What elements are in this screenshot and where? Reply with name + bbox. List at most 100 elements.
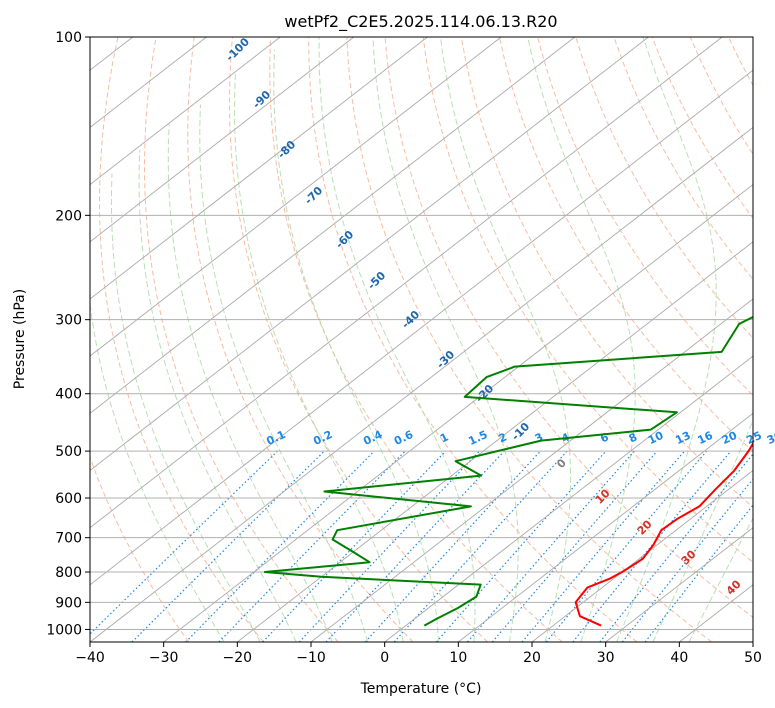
x-tick-label: 50 <box>744 650 762 666</box>
dry-adiabat-line <box>613 37 753 280</box>
isotherm-line <box>90 37 576 414</box>
dry-adiabat-line <box>90 455 190 642</box>
x-tick-label: −20 <box>223 650 253 666</box>
isotherm-label: 10 <box>593 486 613 506</box>
dry-adiabat-line <box>346 37 713 642</box>
y-tick-label: 300 <box>55 313 82 329</box>
moist-adiabat-line <box>318 37 476 642</box>
isotherm-label: -30 <box>434 348 457 371</box>
moist-adiabat-line <box>90 300 225 642</box>
moist-adiabat-line <box>440 37 572 642</box>
isotherm-line <box>90 37 355 243</box>
isotherm-line <box>90 37 428 300</box>
isotherm-line <box>605 527 753 642</box>
mixing-ratio-line <box>467 450 635 642</box>
mixing-ratio-label: 3 <box>533 430 545 445</box>
mixing-ratio-line <box>298 450 480 642</box>
isotherm-label: -40 <box>399 308 422 331</box>
dry-adiabat-line <box>537 37 753 396</box>
moist-adiabat-line <box>616 37 717 642</box>
mixing-ratio-label: 10 <box>646 429 666 447</box>
isotherm-line <box>90 37 502 357</box>
y-tick-label: 400 <box>55 387 82 403</box>
mixing-ratio-line <box>545 450 708 642</box>
mixing-ratio-label: 20 <box>720 429 740 447</box>
mixing-ratio-label: 0.1 <box>264 428 287 448</box>
x-tick-label: −10 <box>296 650 326 666</box>
x-axis-ticks: −40 −30 −20 −10 0 10 20 30 40 50 <box>75 642 762 666</box>
isotherm-line <box>237 241 753 642</box>
mixing-ratio-line <box>393 450 568 642</box>
dry-adiabat-line <box>308 37 638 642</box>
dry-adiabat-line <box>689 37 753 155</box>
x-tick-label: 40 <box>670 650 688 666</box>
plot-frame <box>89 36 754 643</box>
dry-adiabat-line <box>187 37 414 642</box>
mixing-ratio-label: 25 <box>744 429 763 447</box>
moist-adiabat-line <box>138 149 297 642</box>
dry-adiabat-line <box>498 37 753 453</box>
isotherm-line <box>679 584 753 642</box>
moist-adiabat-line <box>110 173 261 642</box>
dry-adiabat-line <box>767 37 775 642</box>
mixing-ratio-line <box>325 450 505 642</box>
isotherm-line <box>310 298 753 642</box>
mixing-ratio-label: 0.6 <box>392 428 415 448</box>
chart-title: wetPf2_C2E5.2025.114.06.13.R20 <box>284 12 557 32</box>
y-tick-label: 700 <box>55 531 82 547</box>
mixing-ratio-label: 13 <box>673 429 692 447</box>
mixing-ratio-line <box>90 450 278 635</box>
dry-adiabat-line <box>460 37 753 508</box>
dry-adiabat-line <box>144 37 339 642</box>
mixing-ratio-label: 0.4 <box>361 428 384 448</box>
moist-adiabat-line <box>527 37 636 642</box>
x-axis-label: Temperature (°C) <box>360 681 482 697</box>
background-lines <box>0 37 775 642</box>
mixing-ratio-label: 6 <box>598 430 611 445</box>
y-tick-label: 800 <box>55 565 82 581</box>
isotherm-line <box>90 37 723 529</box>
isotherm-line <box>458 412 753 642</box>
moist-adiabat-line <box>167 123 333 642</box>
mixing-ratio-line <box>599 453 753 642</box>
isotherm-line <box>163 184 753 642</box>
isotherm-line <box>90 69 753 586</box>
x-tick-label: 30 <box>597 650 615 666</box>
mixing-ratio-label: 16 <box>696 429 716 447</box>
moist-adiabat-line <box>688 517 753 642</box>
mixing-ratio-line <box>185 450 375 642</box>
y-tick-label: 900 <box>55 595 82 611</box>
isotherm-line <box>0 37 59 642</box>
dry-adiabat-line <box>422 37 753 563</box>
mixing-ratio-label: 1.5 <box>466 428 489 448</box>
y-tick-label: 100 <box>55 30 82 46</box>
x-tick-label: −30 <box>149 650 179 666</box>
isotherm-line <box>531 469 753 642</box>
dry-adiabat-line <box>575 37 753 339</box>
x-tick-label: 20 <box>523 650 541 666</box>
dry-adiabat-line <box>228 37 488 642</box>
mixing-ratio-line <box>621 478 753 642</box>
isotherm-line <box>90 126 753 642</box>
isotherm-label: -70 <box>302 184 325 207</box>
dry-adiabat-line <box>98 37 264 642</box>
y-axis-label: Pressure (hPa) <box>12 289 28 389</box>
x-tick-label: −40 <box>75 650 105 666</box>
x-tick-label: 0 <box>380 650 389 666</box>
sounding-profiles <box>263 315 753 627</box>
isotherm-label: -50 <box>365 269 388 292</box>
isotherm-line <box>90 37 281 186</box>
isotherm-line <box>384 355 753 642</box>
y-tick-label: 1000 <box>46 622 82 638</box>
mixing-ratio-line <box>521 450 685 642</box>
mixing-ratio-line <box>218 450 406 642</box>
y-tick-label: 600 <box>55 491 82 507</box>
isotherm-label: -10 <box>509 420 532 443</box>
isotherm-line <box>752 641 753 642</box>
mixing-ratio-label: 30 <box>765 429 775 447</box>
mixing-ratio-line <box>262 450 447 642</box>
moist-adiabat-line <box>234 72 404 642</box>
temperature-profile-line <box>574 441 753 627</box>
